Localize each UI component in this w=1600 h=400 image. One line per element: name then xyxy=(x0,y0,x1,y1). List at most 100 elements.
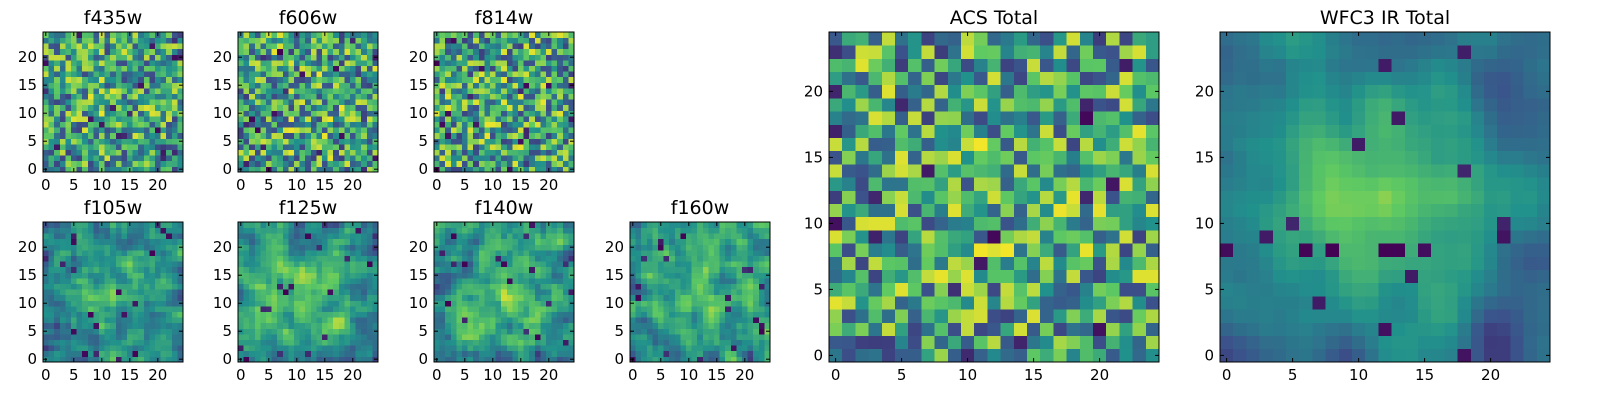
heatmap-cell xyxy=(177,132,184,139)
heatmap-cell xyxy=(881,150,896,165)
heatmap-cell xyxy=(641,222,648,228)
heatmap-cell xyxy=(523,272,530,279)
heatmap-cell xyxy=(568,43,575,50)
heatmap-cell xyxy=(322,93,328,100)
heatmap-cell xyxy=(529,127,536,134)
heatmap-cell xyxy=(490,138,496,145)
heatmap-cell xyxy=(366,266,373,273)
heatmap-cell xyxy=(708,244,715,251)
heatmap-cell xyxy=(490,266,496,273)
heatmap-cell xyxy=(166,60,173,66)
heatmap-cell xyxy=(143,138,150,145)
heatmap-cell xyxy=(1040,296,1054,310)
heatmap-cell xyxy=(160,93,167,100)
heatmap-cell xyxy=(294,294,300,301)
heatmap-cell xyxy=(355,76,362,83)
heatmap-cell xyxy=(249,272,256,279)
heatmap-cell xyxy=(71,99,77,106)
heatmap-cell xyxy=(908,216,922,231)
heatmap-cell xyxy=(138,110,145,117)
heatmap-cell xyxy=(551,138,558,145)
heatmap-cell xyxy=(149,132,156,139)
heatmap-cell xyxy=(484,93,491,100)
heatmap-cell xyxy=(1145,230,1160,244)
heatmap-cell xyxy=(467,345,474,352)
heatmap-cell xyxy=(361,160,368,167)
heatmap-cell xyxy=(115,82,122,89)
heatmap-cell xyxy=(747,356,754,363)
heatmap-cell xyxy=(238,266,244,273)
heatmap-cell xyxy=(271,244,278,251)
heatmap-cell xyxy=(490,339,496,346)
heatmap-cell xyxy=(115,266,122,273)
heatmap-cell xyxy=(254,99,261,106)
heatmap-cell xyxy=(361,322,368,329)
heatmap-cell xyxy=(1066,203,1081,218)
heatmap-cell xyxy=(355,54,362,61)
y-tick-label: 20 xyxy=(18,238,37,256)
heatmap-cell xyxy=(529,65,536,72)
heatmap-cell xyxy=(238,227,244,234)
heatmap-cell xyxy=(652,233,659,240)
heatmap-cell xyxy=(271,76,278,83)
heatmap-cell xyxy=(327,255,334,262)
heatmap-cell xyxy=(177,250,184,256)
heatmap-cell xyxy=(473,37,480,44)
heatmap-cell xyxy=(366,278,373,284)
heatmap-cell xyxy=(82,160,89,167)
heatmap-cell xyxy=(322,116,328,122)
heatmap-cell xyxy=(155,350,161,357)
heatmap-cell xyxy=(355,104,362,111)
heatmap-cell xyxy=(355,110,362,117)
heatmap-cell xyxy=(104,149,111,156)
heatmap-cell xyxy=(65,82,72,89)
heatmap-cell xyxy=(456,99,463,106)
heatmap-cell xyxy=(1079,164,1094,178)
heatmap-cell xyxy=(54,283,61,290)
heatmap-cell xyxy=(177,144,184,150)
heatmap-cell xyxy=(1066,309,1081,323)
heatmap-cell xyxy=(540,166,547,173)
heatmap-cell xyxy=(305,300,312,307)
heatmap-cell xyxy=(48,334,55,340)
heatmap-cell xyxy=(439,116,446,122)
heatmap-cell xyxy=(674,233,681,240)
heatmap-cell xyxy=(361,121,368,128)
heatmap-cell xyxy=(271,71,278,78)
heatmap-cell xyxy=(540,116,547,122)
heatmap-cell xyxy=(484,261,491,268)
heatmap-cell xyxy=(518,339,524,346)
heatmap-cell xyxy=(294,71,300,78)
heatmap-cell xyxy=(445,289,452,296)
heatmap-cell xyxy=(753,222,760,228)
heatmap-cell xyxy=(344,322,351,329)
heatmap-cell xyxy=(132,311,139,318)
heatmap-cell xyxy=(238,48,244,55)
heatmap-cell xyxy=(254,93,261,100)
heatmap-cell xyxy=(568,60,575,66)
heatmap-cell xyxy=(149,250,156,256)
heatmap-cell xyxy=(529,54,536,61)
heatmap-cell xyxy=(344,110,351,117)
heatmap-cell xyxy=(110,138,117,145)
heatmap-cell xyxy=(372,121,379,128)
heatmap-cell xyxy=(282,300,289,307)
heatmap-cell xyxy=(540,350,547,357)
heatmap-cell xyxy=(299,54,306,61)
heatmap-cell xyxy=(495,328,502,335)
heatmap-cell xyxy=(501,334,508,340)
heatmap-cell xyxy=(557,350,564,357)
heatmap-cell xyxy=(277,311,284,318)
heatmap-cell xyxy=(249,283,256,290)
heatmap-cell xyxy=(316,132,323,139)
heatmap-cell xyxy=(674,250,681,256)
heatmap-cell xyxy=(149,43,156,50)
heatmap-cell xyxy=(730,227,737,234)
heatmap-cell xyxy=(121,294,128,301)
heatmap-cell xyxy=(127,93,133,100)
heatmap-cell xyxy=(702,339,709,346)
heatmap-cell xyxy=(518,155,524,162)
heatmap-cell xyxy=(132,144,139,150)
heatmap-cell xyxy=(149,261,156,268)
heatmap-cell xyxy=(1013,309,1028,323)
